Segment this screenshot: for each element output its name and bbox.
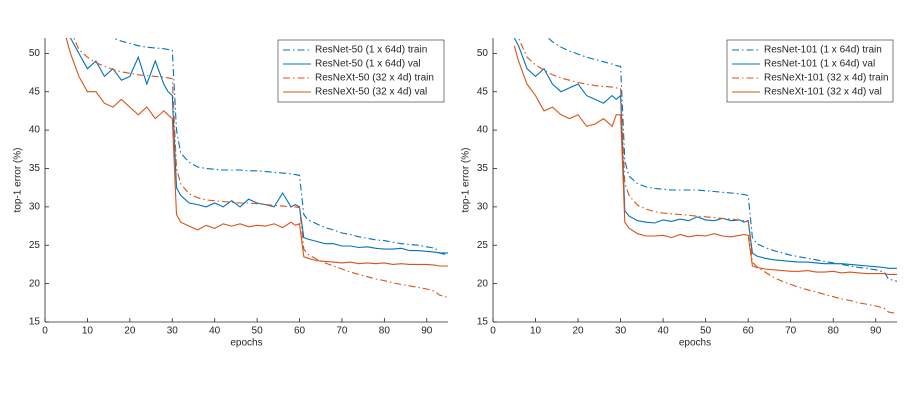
x-tick-label: 10 (82, 326, 94, 337)
legend-label: ResNet-101 (1 x 64d) train (764, 45, 882, 56)
y-tick-label: 40 (29, 125, 41, 136)
series-line (65, 38, 448, 267)
x-tick-label: 80 (379, 326, 391, 337)
x-tick-label: 0 (42, 326, 48, 337)
lines (513, 38, 897, 315)
series-line (517, 38, 897, 315)
legend-label: ResNeXt-101 (32 x 4d) val (764, 87, 882, 98)
legend-label: ResNet-101 (1 x 64d) val (764, 59, 875, 70)
x-tick-label: 40 (658, 326, 670, 337)
legend-label: ResNeXt-50 (32 x 4d) train (315, 73, 434, 84)
y-tick-label: 45 (29, 86, 41, 97)
series-line (547, 38, 897, 282)
y-tick-label: 30 (29, 202, 41, 213)
plot: 0 10 20 30 40 50 60 70 80 901520253035404550epoch… (461, 38, 897, 349)
y-tick-label: 25 (29, 240, 41, 251)
y-tick-label: 45 (477, 86, 489, 97)
y-tick-label: 15 (477, 317, 489, 328)
y-tick-label: 50 (29, 48, 41, 59)
x-tick-label: 80 (828, 326, 840, 337)
x-tick-label: 60 (294, 326, 306, 337)
legend-label: ResNet-50 (1 x 64d) train (315, 45, 427, 56)
x-axis-label: epochs (230, 338, 262, 349)
y-tick-label: 35 (477, 163, 489, 174)
y-tick-label: 20 (29, 278, 41, 289)
y-tick-label: 15 (29, 317, 41, 328)
y-axis-label: top-1 error (%) (461, 147, 472, 212)
series-line (111, 38, 448, 256)
x-tick-label: 50 (700, 326, 712, 337)
x-tick-label: 90 (421, 326, 433, 337)
legend: ResNet-50 (1 x 64d) train ResNet-50 (1 x … (277, 39, 445, 103)
series-line (69, 38, 448, 254)
x-tick-label: 10 (530, 326, 542, 337)
x-tick-label: 50 (252, 326, 264, 337)
x-tick-label: 60 (743, 326, 755, 337)
lines (65, 38, 448, 298)
x-tick-label: 40 (209, 326, 221, 337)
series-line (513, 38, 897, 269)
plot: 0 10 20 30 40 50 60 70 80 901520253035404550epoch… (13, 38, 448, 349)
x-tick-label: 70 (785, 326, 797, 337)
x-tick-label: 90 (870, 326, 882, 337)
y-tick-label: 20 (477, 278, 489, 289)
legend-label: ResNeXt-101 (32 x 4d) train (764, 73, 889, 84)
series-line (73, 38, 448, 298)
legend: ResNet-101 (1 x 64d) train ResNet-101 (1 … (726, 39, 894, 103)
y-tick-label: 40 (477, 125, 489, 136)
x-tick-label: 70 (336, 326, 348, 337)
y-tick-label: 25 (477, 240, 489, 251)
series-line (513, 45, 897, 275)
legend-label: ResNeXt-50 (32 x 4d) val (315, 87, 427, 98)
x-tick-label: 30 (167, 326, 179, 337)
y-tick-label: 30 (477, 202, 489, 213)
y-tick-label: 35 (29, 163, 41, 174)
y-axis-label: top-1 error (%) (13, 147, 24, 212)
x-tick-label: 20 (572, 326, 584, 337)
y-tick-label: 50 (477, 48, 489, 59)
x-tick-label: 20 (124, 326, 136, 337)
x-tick-label: 30 (615, 326, 627, 337)
x-axis-label: epochs (679, 338, 711, 349)
x-tick-label: 0 (490, 326, 496, 337)
legend-label: ResNet-50 (1 x 64d) val (315, 59, 421, 70)
